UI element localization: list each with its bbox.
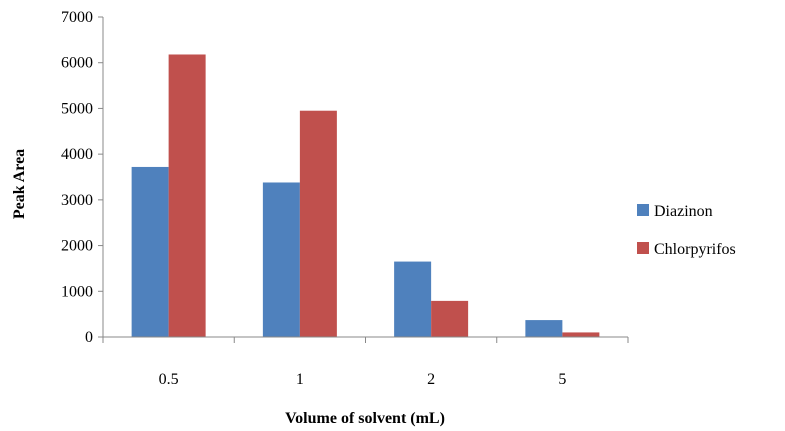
bars-layer <box>131 54 600 337</box>
y-tick-label: 0 <box>85 329 93 346</box>
bar-chlorpyrifos-5 <box>562 332 600 337</box>
legend-label-diazinon: Diazinon <box>654 203 713 220</box>
x-tick-label: 5 <box>558 371 566 388</box>
y-ticks: 0 1000 2000 3000 4000 5000 6000 7000 <box>61 9 103 346</box>
y-tick-label: 7000 <box>61 9 93 26</box>
y-tick-label: 4000 <box>61 146 93 163</box>
y-tick-label: 2000 <box>61 238 93 255</box>
bar-chlorpyrifos-1 <box>299 110 337 337</box>
y-tick-label: 3000 <box>61 192 93 209</box>
legend-label-chlorpyrifos: Chlorpyrifos <box>654 241 736 258</box>
x-axis-title: Volume of solvent (mL) <box>285 410 445 427</box>
bar-diazinon-2 <box>394 261 432 337</box>
y-axis-title: Peak Area <box>11 149 28 219</box>
legend-swatch-diazinon <box>637 204 649 216</box>
bar-chlorpyrifos-0.5 <box>168 54 206 337</box>
x-ticks: 0.5 1 2 5 <box>102 337 629 388</box>
legend-swatch-chlorpyrifos <box>637 242 649 254</box>
y-tick-label: 5000 <box>61 100 93 117</box>
legend: Diazinon Chlorpyrifos <box>637 203 736 258</box>
bar-diazinon-0.5 <box>131 166 169 337</box>
x-tick-label: 2 <box>427 371 435 388</box>
x-tick-label: 1 <box>296 371 304 388</box>
bar-diazinon-5 <box>525 320 563 337</box>
bar-diazinon-1 <box>262 182 300 337</box>
y-tick-label: 1000 <box>61 283 93 300</box>
x-tick-label: 0.5 <box>159 371 179 388</box>
y-tick-label: 6000 <box>61 55 93 72</box>
bar-chlorpyrifos-2 <box>431 300 469 337</box>
